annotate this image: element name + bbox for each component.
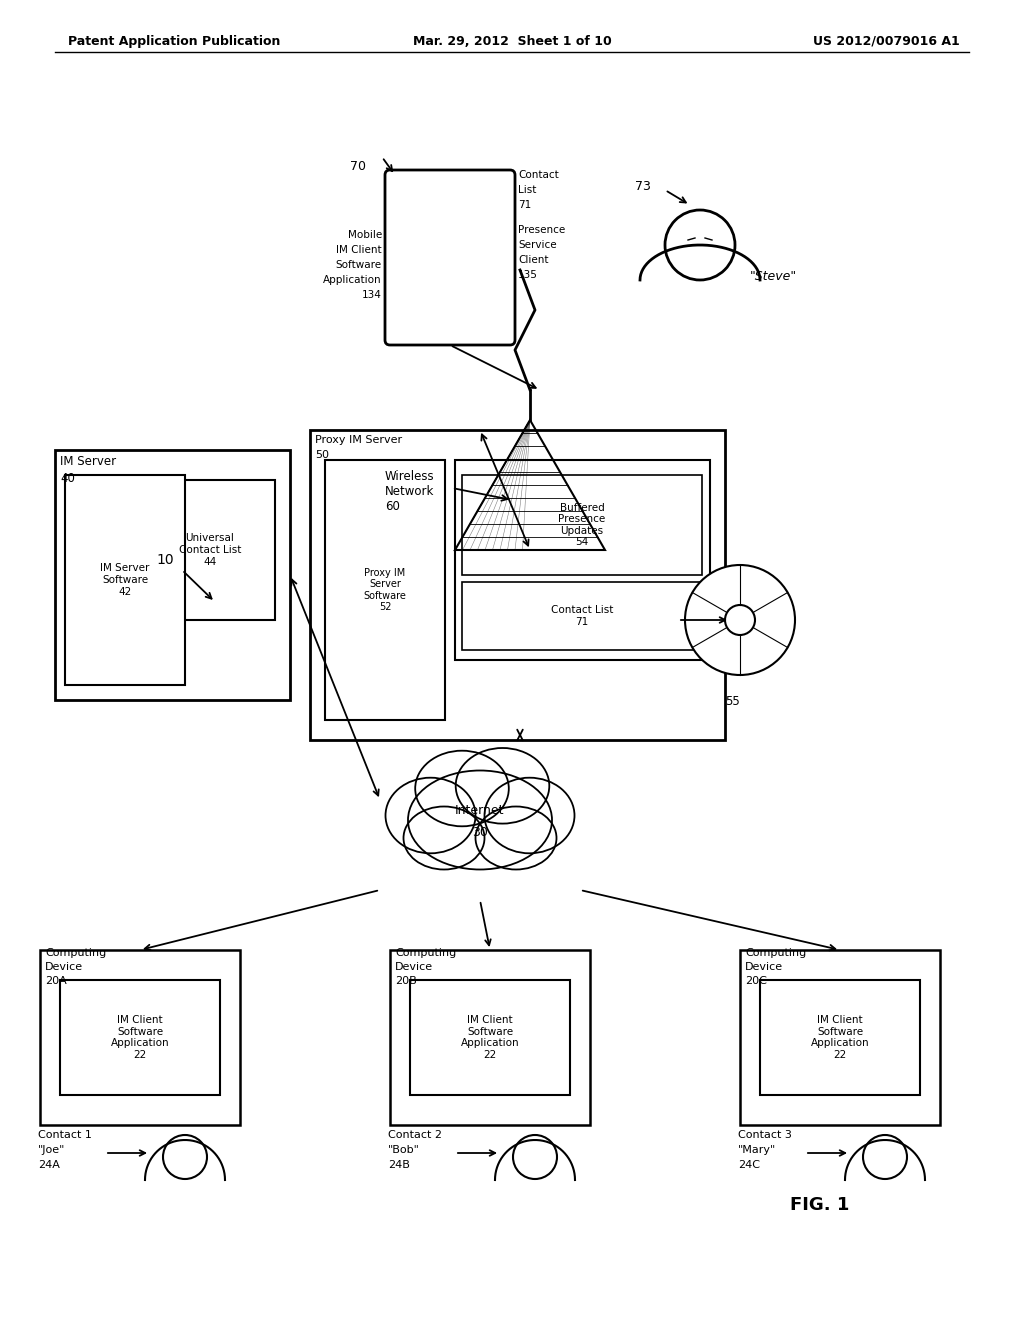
Text: IM Client
Software
Application
22: IM Client Software Application 22 bbox=[111, 1015, 169, 1060]
FancyBboxPatch shape bbox=[145, 480, 275, 620]
FancyBboxPatch shape bbox=[385, 170, 515, 345]
Text: Presence: Presence bbox=[518, 224, 565, 235]
Text: 24A: 24A bbox=[38, 1160, 59, 1170]
Circle shape bbox=[725, 605, 755, 635]
Text: "Mary": "Mary" bbox=[738, 1144, 776, 1155]
Text: IM Server: IM Server bbox=[60, 455, 116, 469]
Text: Software: Software bbox=[336, 260, 382, 271]
Text: List: List bbox=[518, 185, 537, 195]
FancyBboxPatch shape bbox=[310, 430, 725, 741]
FancyBboxPatch shape bbox=[406, 195, 445, 246]
Text: 24B: 24B bbox=[388, 1160, 410, 1170]
Ellipse shape bbox=[484, 777, 574, 853]
Text: Contact 3: Contact 3 bbox=[738, 1130, 792, 1140]
Text: Client: Client bbox=[518, 255, 549, 265]
Text: 30: 30 bbox=[472, 825, 488, 838]
Text: 10: 10 bbox=[157, 553, 174, 568]
Text: FIG. 1: FIG. 1 bbox=[791, 1196, 850, 1214]
FancyBboxPatch shape bbox=[60, 979, 220, 1096]
Text: Device: Device bbox=[395, 962, 433, 972]
Text: 55: 55 bbox=[725, 696, 739, 708]
FancyBboxPatch shape bbox=[740, 950, 940, 1125]
Text: Internet: Internet bbox=[456, 804, 505, 817]
Text: Universal
Contact List
44: Universal Contact List 44 bbox=[179, 533, 242, 566]
Text: Proxy IM
Server
Software
52: Proxy IM Server Software 52 bbox=[364, 568, 407, 612]
FancyBboxPatch shape bbox=[455, 459, 710, 660]
Text: 73: 73 bbox=[635, 180, 651, 193]
Text: 70: 70 bbox=[350, 160, 366, 173]
Text: 24C: 24C bbox=[738, 1160, 760, 1170]
Text: 60: 60 bbox=[385, 500, 400, 513]
FancyBboxPatch shape bbox=[760, 979, 920, 1096]
Text: 40: 40 bbox=[60, 473, 75, 484]
Text: "Joe": "Joe" bbox=[38, 1144, 66, 1155]
FancyBboxPatch shape bbox=[410, 979, 570, 1096]
Text: Device: Device bbox=[745, 962, 783, 972]
FancyBboxPatch shape bbox=[390, 950, 590, 1125]
Text: Network: Network bbox=[385, 484, 434, 498]
FancyBboxPatch shape bbox=[325, 459, 445, 719]
Text: Contact List
71: Contact List 71 bbox=[551, 605, 613, 627]
Text: IM Client
Software
Application
22: IM Client Software Application 22 bbox=[811, 1015, 869, 1060]
Text: 20A: 20A bbox=[45, 975, 67, 986]
Text: 71: 71 bbox=[518, 201, 531, 210]
Text: Computing: Computing bbox=[45, 948, 106, 958]
Circle shape bbox=[685, 565, 795, 675]
Ellipse shape bbox=[475, 807, 556, 870]
Ellipse shape bbox=[456, 748, 549, 824]
Text: 20C: 20C bbox=[745, 975, 767, 986]
FancyBboxPatch shape bbox=[55, 450, 290, 700]
Text: Patent Application Publication: Patent Application Publication bbox=[68, 36, 281, 48]
Text: Contact: Contact bbox=[518, 170, 559, 180]
Text: IM Server
Software
42: IM Server Software 42 bbox=[100, 564, 150, 597]
FancyBboxPatch shape bbox=[40, 950, 240, 1125]
FancyBboxPatch shape bbox=[462, 582, 702, 649]
Text: Computing: Computing bbox=[745, 948, 806, 958]
Text: "Steve": "Steve" bbox=[750, 271, 797, 282]
Text: Buffered
Presence
Updates
54: Buffered Presence Updates 54 bbox=[558, 503, 605, 548]
Text: Mobile: Mobile bbox=[348, 230, 382, 240]
Text: IM Client: IM Client bbox=[336, 246, 382, 255]
Ellipse shape bbox=[385, 777, 475, 853]
Text: "Bob": "Bob" bbox=[388, 1144, 420, 1155]
Text: Contact 1: Contact 1 bbox=[38, 1130, 92, 1140]
Text: 134: 134 bbox=[362, 290, 382, 300]
FancyBboxPatch shape bbox=[462, 475, 702, 576]
Text: Computing: Computing bbox=[395, 948, 457, 958]
Text: Service: Service bbox=[518, 240, 557, 249]
Ellipse shape bbox=[403, 807, 484, 870]
Ellipse shape bbox=[415, 751, 509, 826]
Text: Application: Application bbox=[324, 275, 382, 285]
FancyBboxPatch shape bbox=[400, 195, 500, 285]
Text: Mar. 29, 2012  Sheet 1 of 10: Mar. 29, 2012 Sheet 1 of 10 bbox=[413, 36, 611, 48]
Text: US 2012/0079016 A1: US 2012/0079016 A1 bbox=[813, 36, 961, 48]
FancyBboxPatch shape bbox=[450, 195, 495, 246]
Text: Device: Device bbox=[45, 962, 83, 972]
Text: IM Client
Software
Application
22: IM Client Software Application 22 bbox=[461, 1015, 519, 1060]
Text: Contact 2: Contact 2 bbox=[388, 1130, 442, 1140]
Text: Proxy IM Server: Proxy IM Server bbox=[315, 436, 402, 445]
Text: 135: 135 bbox=[518, 271, 538, 280]
Text: 50: 50 bbox=[315, 450, 329, 459]
Text: 20B: 20B bbox=[395, 975, 417, 986]
Text: Wireless: Wireless bbox=[385, 470, 434, 483]
Ellipse shape bbox=[408, 771, 552, 870]
FancyBboxPatch shape bbox=[65, 475, 185, 685]
